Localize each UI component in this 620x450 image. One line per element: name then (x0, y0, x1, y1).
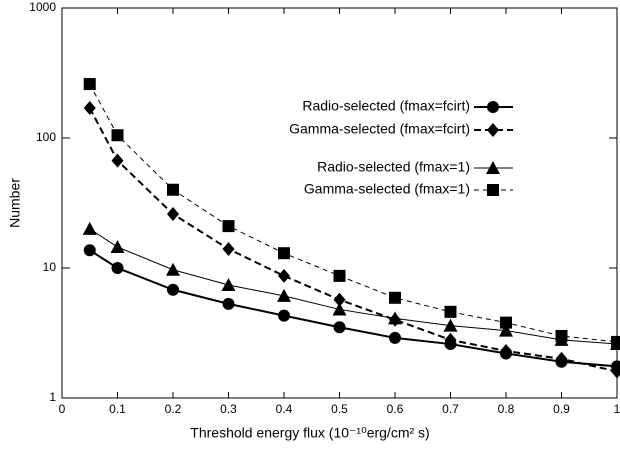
data-point (333, 292, 346, 307)
data-point (389, 291, 401, 304)
data-point (389, 331, 401, 344)
data-point (555, 351, 568, 366)
data-point (499, 323, 513, 337)
data-point (222, 297, 235, 310)
legend-label: Radio-selected (fmax=1) (317, 159, 470, 175)
data-point (111, 129, 124, 142)
data-point (83, 244, 96, 257)
x-tick-label: 0.3 (220, 402, 237, 416)
y-tick-label: 1000 (29, 0, 56, 14)
data-point (277, 288, 291, 302)
data-point (500, 343, 512, 358)
y-tick-label: 100 (36, 130, 56, 144)
data-point (278, 309, 290, 322)
data-point (444, 305, 457, 318)
plot-frame (61, 7, 618, 399)
data-point (278, 247, 290, 260)
data-point (332, 302, 347, 316)
x-axis-label: Threshold energy flux (10⁻¹⁰erg/cm² s) (190, 425, 429, 441)
data-point (167, 207, 179, 222)
x-tick-label: 0.9 (553, 402, 570, 416)
legend-label: Radio-selected (fmax=fcirt) (302, 98, 470, 114)
x-tick-label: 0.7 (442, 402, 459, 416)
data-point (278, 268, 290, 283)
legend-marker (487, 123, 499, 137)
legend-label: Gamma-selected (fmax=fcirt) (289, 121, 470, 137)
x-tick-label: 0.1 (109, 402, 126, 416)
y-tick-label: 1 (49, 390, 56, 404)
data-point (500, 316, 512, 329)
data-point (221, 277, 236, 291)
y-tick-label: 10 (43, 260, 57, 274)
y-axis-label: Number (7, 178, 23, 228)
x-tick-label: 0.6 (387, 402, 404, 416)
data-point (333, 269, 346, 282)
legend-label: Gamma-selected (fmax=1) (304, 181, 470, 197)
x-tick-label: 0.2 (165, 402, 182, 416)
data-point (222, 242, 235, 257)
legend-marker (486, 161, 500, 174)
data-point (111, 153, 124, 168)
x-tick-label: 1 (614, 402, 620, 416)
data-point (166, 262, 180, 276)
series-line (88, 107, 618, 373)
data-point (82, 221, 97, 235)
x-tick-label: 0.8 (498, 402, 515, 416)
data-point (443, 318, 458, 332)
x-tick-label: 0 (59, 402, 66, 416)
data-point (333, 321, 346, 334)
data-point (110, 240, 125, 254)
x-tick-label: 0.5 (331, 402, 348, 416)
data-point (167, 183, 179, 196)
data-point (83, 101, 96, 116)
data-point (167, 283, 179, 296)
data-point (611, 335, 620, 348)
data-point (555, 329, 568, 342)
legend-marker (487, 101, 499, 113)
data-point (111, 262, 124, 274)
legend-marker (487, 184, 499, 196)
data-point (388, 311, 402, 325)
data-point (611, 364, 620, 379)
x-tick-label: 0.4 (276, 402, 293, 416)
data-point (444, 332, 457, 347)
data-point (83, 78, 96, 91)
data-point (222, 220, 235, 233)
